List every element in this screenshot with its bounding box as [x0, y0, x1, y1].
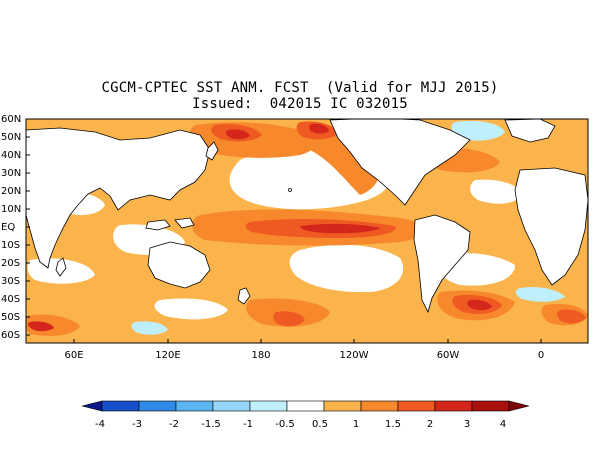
south-america-landmass [413, 214, 471, 314]
lat-label-50s: 50S [1, 312, 21, 323]
neutral-zone-spacific [289, 244, 404, 293]
chart-title: CGCM-CPTEC SST ANM. FCST (Valid for MJJ … [101, 80, 499, 96]
north-america-landmass [329, 119, 471, 206]
colorbar-segment [286, 400, 325, 412]
lat-label-60n: 60N [1, 114, 22, 125]
lon-label-60e: 60E [64, 350, 84, 361]
colorbar-label: -0.5 [275, 419, 295, 430]
lat-label-20n: 20N [1, 186, 22, 197]
lat-label-50n: 50N [1, 132, 22, 143]
continents [26, 119, 588, 314]
hot-core-kuroshio [225, 129, 250, 140]
eurasia-africa-landmass [26, 127, 211, 269]
greenland-landmass [504, 119, 556, 143]
indonesia-island [145, 219, 171, 231]
colorbar-label: 1 [352, 419, 360, 430]
lon-label-120w: 120W [339, 350, 369, 361]
cool-patch-satl [515, 287, 565, 302]
colorbar-segment [175, 400, 214, 412]
colorbar-arrow-low [81, 400, 103, 412]
hawaii-island [288, 188, 292, 192]
lat-label-10s: 10S [1, 240, 21, 251]
warm-core-s-pacific [273, 311, 305, 327]
australia-landmass [147, 241, 211, 289]
axis-ticks [26, 118, 542, 343]
hot-core-gulf-alaska [309, 123, 329, 134]
map-frame [25, 118, 589, 344]
lon-label-120e: 120E [155, 350, 181, 361]
cool-patch-south [131, 321, 168, 335]
lat-label-eq: EQ [1, 222, 16, 233]
new-guinea-island [174, 217, 195, 229]
lat-label-60s: 60S [1, 330, 21, 341]
hot-core-s-indian [27, 321, 54, 332]
lon-label-180: 180 [251, 350, 271, 361]
lat-label-30n: 30N [1, 168, 22, 179]
colorbar-segment [101, 400, 140, 412]
lat-label-10n: 10N [1, 204, 22, 215]
colorbar-segment [212, 400, 251, 412]
lat-label-20s: 20S [1, 258, 21, 269]
cool-patch-labrador [451, 120, 505, 141]
colorbar-segment [249, 400, 288, 412]
colorbar-label: 0.5 [312, 419, 328, 430]
warm-core-se-atlantic [557, 309, 586, 324]
lat-label-40s: 40S [1, 294, 21, 305]
colorbar-label: 3 [463, 419, 471, 430]
neutral-zone-natlantic [470, 179, 522, 204]
lon-label-60w: 60W [436, 350, 460, 361]
colorbar-segment [471, 400, 510, 412]
new-zealand-landmass [237, 287, 251, 305]
colorbar-label: 4 [499, 419, 507, 430]
colorbar-label: 1.5 [385, 419, 401, 430]
colorbar-label: -3 [132, 419, 142, 430]
colorbar-label: -2 [169, 419, 179, 430]
colorbar-segment [360, 400, 399, 412]
colorbar [81, 400, 530, 412]
colorbar-segment [138, 400, 177, 412]
madagascar-island [55, 257, 67, 277]
colorbar-segment [323, 400, 362, 412]
japan-island [205, 141, 219, 161]
colorbar-segment [434, 400, 473, 412]
colorbar-label: -1 [243, 419, 253, 430]
colorbar-label: -4 [95, 419, 105, 430]
lat-label-40n: 40N [1, 150, 22, 161]
hot-core-nino [300, 223, 380, 234]
lat-label-30s: 30S [1, 276, 21, 287]
chart-subtitle: Issued: 042015 IC 032015 [192, 96, 408, 112]
colorbar-label: -1.5 [201, 419, 221, 430]
colorbar-arrow-high [508, 400, 530, 412]
hot-core-sw-atlantic [467, 299, 492, 311]
lon-label-0: 0 [537, 350, 545, 361]
colorbar-segment [397, 400, 436, 412]
africa-west-landmass [514, 167, 588, 286]
neutral-zone-southern [154, 298, 228, 320]
colorbar-label: 2 [426, 419, 434, 430]
